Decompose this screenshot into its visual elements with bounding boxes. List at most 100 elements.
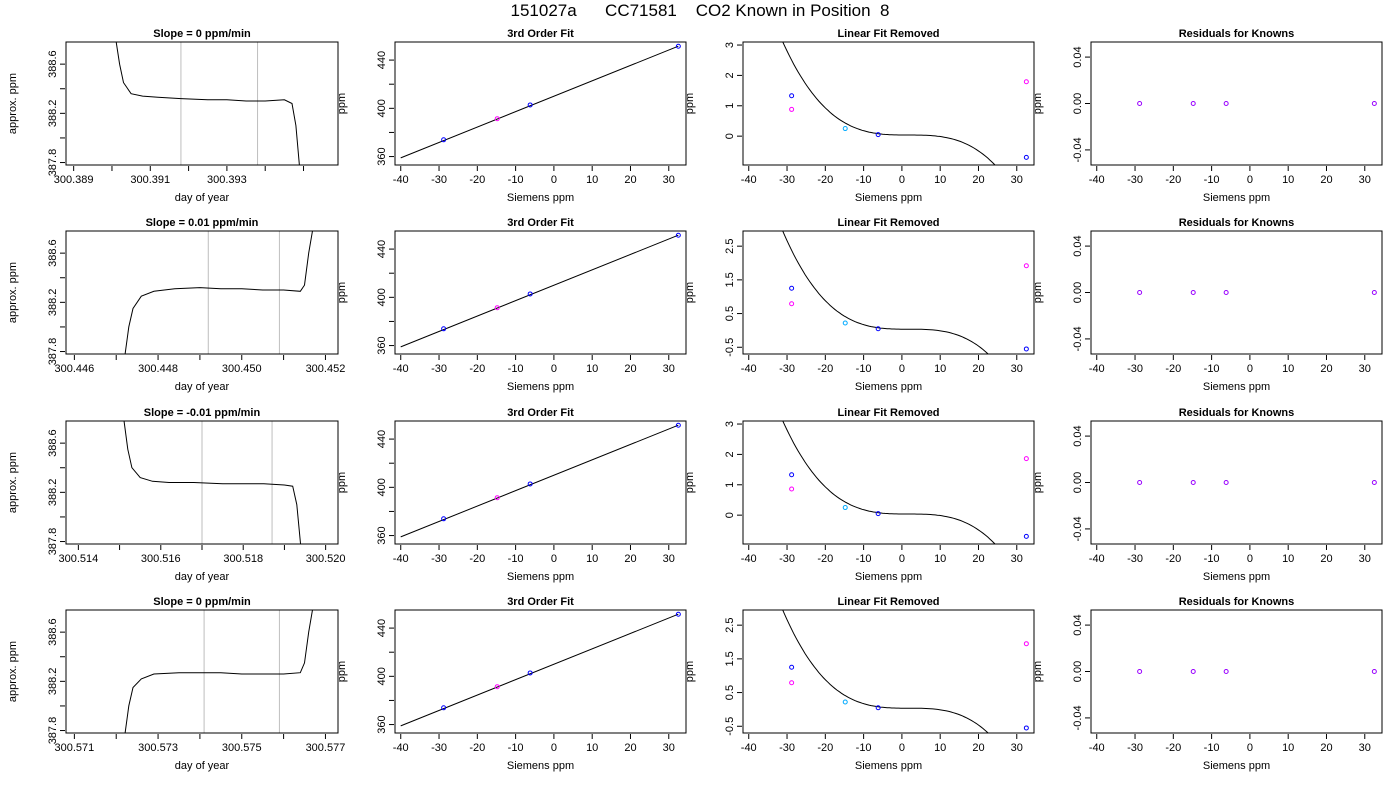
x-tick-label: 20 <box>624 742 636 754</box>
data-point <box>1190 290 1196 295</box>
plot-area <box>124 610 313 733</box>
y-tick-label: -0.04 <box>1072 516 1084 541</box>
y-tick-label: -0.04 <box>1072 137 1084 162</box>
x-tick-label: -30 <box>1127 553 1143 565</box>
panel-r1-fit: 3rd Order Fit -40 -30 -20 -10 0 10 20 30 360 400 44… <box>336 217 687 393</box>
x-tick-label: 10 <box>586 363 598 375</box>
trace-line <box>115 42 300 165</box>
x-tick-label: 30 <box>1011 174 1023 186</box>
x-tick-label: 0 <box>551 363 557 375</box>
x-axis-label: Siemens ppm <box>507 381 574 393</box>
plot-area <box>400 422 681 538</box>
plot-frame <box>742 230 1035 355</box>
x-axis-label: day of year <box>175 571 230 583</box>
fit-curve <box>782 421 996 544</box>
x-axis-label: day of year <box>175 192 230 204</box>
x-tick-label: -30 <box>1127 363 1143 375</box>
panel-r2-res: Residuals for Knowns -40 -30 -20 -10 0 10 20 30 -… <box>1032 407 1383 583</box>
x-tick-label: 10 <box>1282 174 1294 186</box>
x-tick-label: 300.450 <box>222 363 262 375</box>
x-tick-label: 10 <box>586 742 598 754</box>
x-tick-label: 0 <box>899 363 905 375</box>
y-tick-label: 1 <box>724 482 736 488</box>
y-tick-label: 400 <box>376 99 388 117</box>
data-point <box>1137 101 1143 106</box>
plot-frame <box>1090 420 1383 545</box>
y-tick-label: 3 <box>724 421 736 427</box>
plot-area <box>1137 101 1377 106</box>
panel-r1-lin: Linear Fit Removed -40 -30 -20 -10 0 10 20 30 -0.… <box>684 217 1035 393</box>
y-tick-label: 440 <box>376 430 388 448</box>
x-axis-label: Siemens ppm <box>1203 192 1270 204</box>
x-tick-label: -10 <box>1204 174 1220 186</box>
panel-title: Linear Fit Removed <box>837 596 939 608</box>
x-tick-label: 0 <box>1247 742 1253 754</box>
x-axis-label: Siemens ppm <box>507 760 574 772</box>
panel-title: 3rd Order Fit <box>507 596 574 608</box>
panel-r1-res: Residuals for Knowns -40 -30 -20 -10 0 10 20 30 -… <box>1032 217 1383 393</box>
data-point <box>494 684 500 690</box>
y-axis-label: ppm <box>684 472 696 493</box>
y-axis-label: ppm <box>336 282 348 303</box>
x-tick-label: -40 <box>393 363 409 375</box>
data-point <box>494 495 500 501</box>
y-tick-label: 0.00 <box>1072 472 1084 493</box>
y-axis-label: ppm <box>336 472 348 493</box>
x-tick-label: 10 <box>1282 553 1294 565</box>
data-point <box>789 680 795 686</box>
x-tick-label: 30 <box>1359 363 1371 375</box>
x-tick-label: 10 <box>586 174 598 186</box>
x-tick-label: -20 <box>817 742 833 754</box>
x-tick-label: -10 <box>508 363 524 375</box>
y-tick-label: 2 <box>724 72 736 78</box>
data-point <box>789 486 795 492</box>
y-tick-label: 388.2 <box>47 100 59 128</box>
x-tick-label: 0 <box>551 742 557 754</box>
panel-title: Slope = -0.01 ppm/min <box>144 407 261 419</box>
panel-r2-ts: Slope = -0.01 ppm/min 300.514 300.516 300.5… <box>7 407 346 583</box>
x-tick-label: -40 <box>1089 174 1105 186</box>
y-axis-label: ppm <box>1032 282 1044 303</box>
x-tick-label: 20 <box>972 742 984 754</box>
x-tick-label: 30 <box>663 553 675 565</box>
panel-r3-fit: 3rd Order Fit -40 -30 -20 -10 0 10 20 30 360 400 44… <box>336 596 687 772</box>
y-axis-label: approx. ppm <box>7 641 19 702</box>
y-axis-label: ppm <box>336 661 348 682</box>
panel-title: Linear Fit Removed <box>837 217 939 229</box>
y-axis-label: ppm <box>684 93 696 114</box>
x-tick-label: -30 <box>779 363 795 375</box>
panel-r3-lin: Linear Fit Removed -40 -30 -20 -10 0 10 20 30 -0.… <box>684 596 1035 772</box>
x-tick-label: -20 <box>817 174 833 186</box>
plot-area <box>782 421 1029 544</box>
page-title: 151027a CC71581 CO2 Known in Position 8 <box>510 1 890 20</box>
panel-title: 3rd Order Fit <box>507 407 574 419</box>
data-point <box>1190 101 1196 106</box>
data-point <box>527 670 533 676</box>
y-tick-label: 360 <box>376 715 388 733</box>
data-point <box>789 106 795 112</box>
y-tick-label: 440 <box>376 619 388 637</box>
x-tick-label: 10 <box>1282 363 1294 375</box>
y-tick-label: 387.8 <box>47 149 59 177</box>
data-point <box>1023 346 1029 352</box>
x-tick-label: 20 <box>1320 742 1332 754</box>
x-tick-label: 300.448 <box>138 363 178 375</box>
x-tick-label: -10 <box>508 742 524 754</box>
y-axis-label: ppm <box>1032 472 1044 493</box>
panel-title: Residuals for Knowns <box>1179 596 1295 608</box>
x-tick-label: 20 <box>624 553 636 565</box>
panel-title: Slope = 0 ppm/min <box>153 28 251 40</box>
x-tick-label: 30 <box>663 742 675 754</box>
x-tick-label: -20 <box>1165 363 1181 375</box>
x-tick-label: 300.577 <box>306 742 346 754</box>
plot-area <box>123 421 302 544</box>
x-tick-label: -40 <box>741 363 757 375</box>
panel-r0-lin: Linear Fit Removed -40 -30 -20 -10 0 10 20 30 0 1 2… <box>684 28 1035 204</box>
plot-area <box>782 610 1029 733</box>
data-point <box>1137 480 1143 485</box>
plot-area <box>400 611 681 727</box>
x-tick-label: 0 <box>899 174 905 186</box>
x-tick-label: 20 <box>972 363 984 375</box>
data-point <box>1023 641 1029 647</box>
data-point <box>842 126 848 132</box>
